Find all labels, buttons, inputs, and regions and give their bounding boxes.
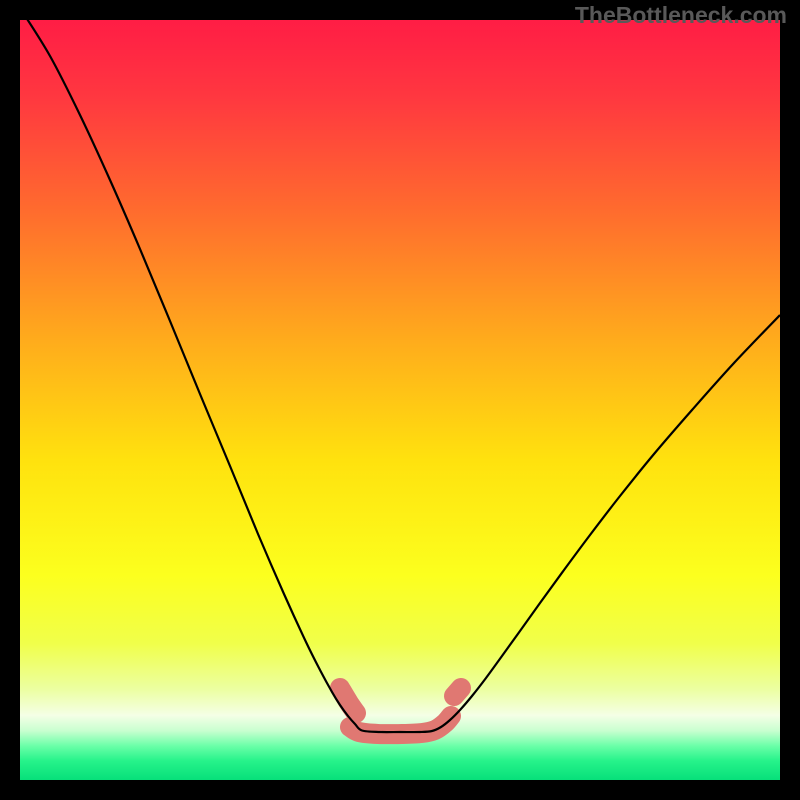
watermark-text: TheBottleneck.com	[575, 2, 787, 29]
chart-canvas	[0, 0, 800, 800]
stage: TheBottleneck.com	[0, 0, 800, 800]
plot-gradient-background	[20, 20, 780, 780]
